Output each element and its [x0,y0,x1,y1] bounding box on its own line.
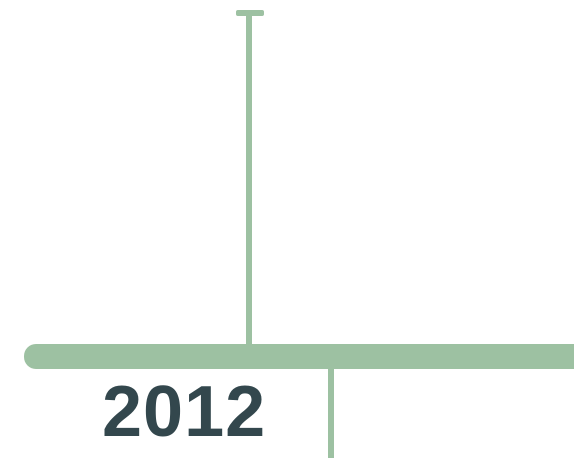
timeline-bar [24,344,574,369]
year-label: 2012 [102,372,267,452]
divider-line [328,366,334,458]
marker-stem [246,12,252,348]
